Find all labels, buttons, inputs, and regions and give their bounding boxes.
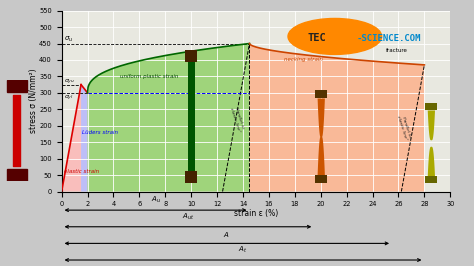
X-axis label: strain ε (%): strain ε (%) [234,209,278,218]
Text: $\sigma_u$: $\sigma_u$ [64,35,73,44]
Text: -SCIENCE.COM: -SCIENCE.COM [356,34,421,43]
Polygon shape [315,90,327,98]
Text: elastic strain: elastic strain [64,169,99,174]
Polygon shape [315,175,327,183]
Text: $A$: $A$ [223,230,230,239]
Text: $A_u$: $A_u$ [151,195,161,205]
Text: Parallel to
elastic line": Parallel to elastic line" [229,106,245,133]
Text: Lüders strain: Lüders strain [82,130,118,135]
Text: Parallel to
elastic line": Parallel to elastic line" [396,114,412,141]
Polygon shape [425,103,437,110]
Polygon shape [7,169,27,181]
Text: uniform plastic strain: uniform plastic strain [120,74,178,79]
Polygon shape [185,171,197,183]
Text: $A_{ut}$: $A_{ut}$ [182,212,194,222]
Polygon shape [88,44,249,192]
Y-axis label: stress σ (N/mm²): stress σ (N/mm²) [29,69,38,133]
Polygon shape [7,80,27,92]
Polygon shape [185,50,197,62]
Polygon shape [188,62,195,171]
Text: fracture: fracture [385,48,407,53]
Text: TEC: TEC [308,33,327,43]
Polygon shape [62,85,81,192]
Text: $\sigma_{yu}$: $\sigma_{yu}$ [64,78,75,87]
Text: $A_t$: $A_t$ [238,245,247,255]
Text: $\sigma_{yl}$: $\sigma_{yl}$ [64,93,73,103]
Text: necking strain: necking strain [284,57,323,62]
Circle shape [288,18,382,55]
Polygon shape [249,44,424,192]
Polygon shape [81,85,88,192]
Polygon shape [425,176,437,183]
